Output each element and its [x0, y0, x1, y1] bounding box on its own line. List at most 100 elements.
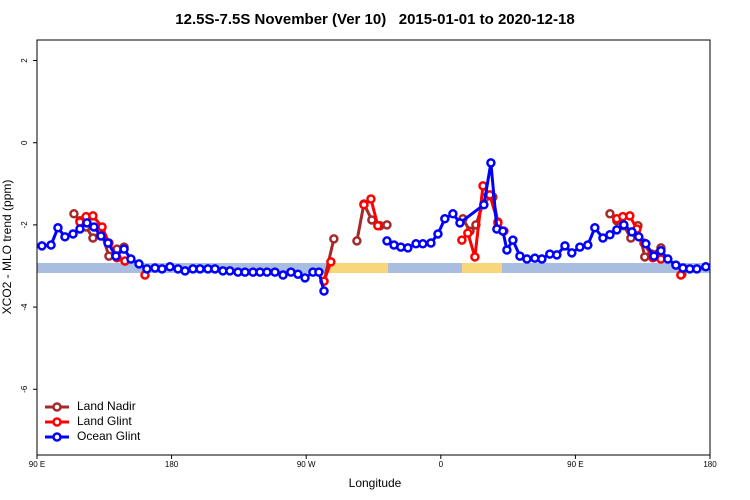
data-point — [502, 245, 512, 255]
data-point — [165, 262, 175, 272]
data-point — [457, 235, 467, 245]
data-point — [470, 252, 480, 262]
data-point — [293, 269, 303, 279]
data-point — [60, 232, 70, 242]
y-tick-label: 0 — [20, 140, 29, 145]
legend-label: Land Glint — [77, 414, 132, 428]
legend-marker — [52, 402, 62, 412]
plot-frame — [36, 39, 711, 456]
data-point — [692, 264, 702, 274]
x-tick-label: 90 E — [29, 460, 45, 469]
series — [37, 158, 711, 296]
data-point — [560, 241, 570, 251]
data-point — [455, 218, 465, 228]
data-point — [37, 241, 47, 251]
x-axis-label: Longitude — [349, 476, 402, 490]
data-point — [119, 244, 129, 254]
data-point — [82, 218, 92, 228]
y-tick-label: -6 — [20, 385, 29, 393]
data-point — [352, 236, 362, 246]
data-point — [262, 267, 272, 277]
data-point — [656, 246, 666, 256]
data-point — [96, 231, 106, 241]
data-point — [440, 213, 450, 224]
data-point — [486, 158, 496, 168]
data-point — [508, 235, 518, 245]
data-point — [75, 224, 85, 234]
legend-marker — [52, 417, 62, 427]
data-point — [382, 220, 392, 230]
chart-title: 12.5S-7.5S November (Ver 10) 2015-01-01 … — [175, 11, 574, 28]
y-tick-label: -2 — [20, 221, 29, 229]
data-point — [479, 200, 489, 210]
data-point — [537, 254, 547, 264]
data-point — [359, 200, 369, 210]
data-point — [126, 254, 136, 264]
data-point — [195, 264, 205, 274]
y-tick-label: 2 — [20, 58, 29, 63]
data-point — [300, 273, 310, 283]
data-point — [552, 250, 562, 260]
data-point — [433, 229, 443, 239]
data-point — [142, 264, 152, 274]
data-point — [649, 251, 659, 261]
y-tick-label: -4 — [20, 303, 29, 311]
data-point — [366, 194, 376, 204]
data-point — [663, 254, 673, 264]
land-strip — [327, 263, 388, 273]
data-point — [134, 259, 144, 269]
x-tick-label: 90 W — [297, 460, 316, 469]
data-point — [612, 225, 622, 235]
x-tick-label: 180 — [703, 460, 717, 469]
data-point — [157, 264, 167, 274]
data-point — [103, 238, 113, 248]
data-point — [46, 240, 56, 250]
data-point — [598, 233, 608, 243]
data-point — [278, 270, 288, 280]
data-point — [522, 254, 532, 264]
data-point — [590, 223, 600, 233]
data-point — [426, 238, 436, 248]
legend-label: Ocean Glint — [77, 429, 141, 443]
data-point — [69, 209, 79, 219]
x-tick-label: 180 — [165, 460, 179, 469]
x-tick-label: 0 — [439, 460, 444, 469]
data-point — [210, 264, 220, 274]
data-point — [418, 239, 428, 249]
data-point — [89, 222, 99, 232]
data-point — [240, 267, 250, 277]
data-point — [270, 267, 280, 277]
data-point — [88, 211, 98, 221]
legend-label: Land Nadir — [77, 399, 136, 413]
land-strip — [462, 263, 502, 273]
data-point — [326, 257, 336, 267]
data-point — [498, 226, 508, 236]
data-point — [701, 262, 711, 272]
data-point — [641, 239, 651, 249]
data-point — [68, 229, 78, 239]
data-point — [53, 223, 63, 233]
data-point — [619, 220, 629, 230]
legend-marker — [52, 432, 62, 442]
data-point — [463, 228, 473, 238]
data-point — [373, 220, 383, 231]
data-point — [314, 267, 324, 277]
data-point — [97, 222, 107, 232]
map-strip — [37, 263, 710, 273]
data-point — [319, 286, 329, 296]
data-point — [403, 243, 413, 253]
data-point — [111, 251, 121, 261]
data-point — [180, 266, 190, 276]
data-point — [605, 230, 615, 240]
data-point — [567, 248, 577, 258]
data-point — [627, 227, 637, 237]
data-point — [605, 209, 615, 219]
data-point — [583, 240, 593, 250]
data-point — [225, 266, 235, 276]
x-tick-label: 90 E — [567, 460, 583, 469]
data-point — [575, 242, 585, 252]
data-point — [88, 233, 98, 243]
data-point — [448, 209, 458, 219]
data-point — [634, 232, 644, 242]
